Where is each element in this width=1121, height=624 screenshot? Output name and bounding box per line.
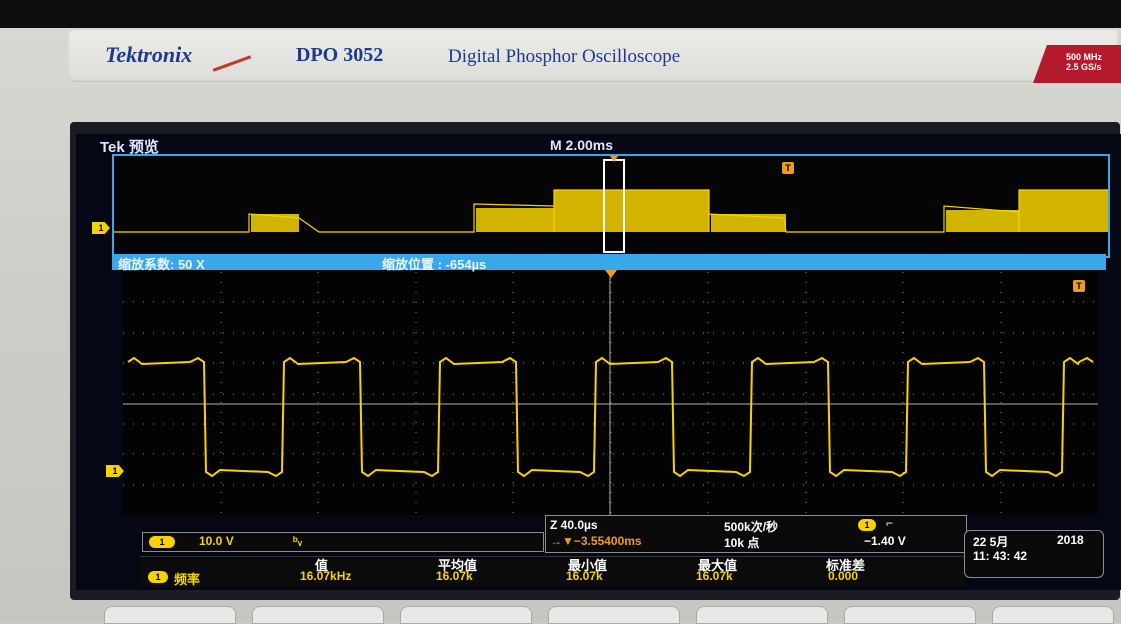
- brand-logo: Tektronix: [105, 42, 193, 67]
- spec-sample-rate: 2.5 GS/s: [1066, 62, 1102, 72]
- measure-max: 16.07k: [696, 569, 733, 583]
- measure-name: 频率: [174, 572, 201, 587]
- overview-trace-fill: [251, 190, 1108, 232]
- zoom-factor-label: 缩放系数: 50 X: [118, 257, 205, 272]
- measure-value: 16.07kHz: [300, 569, 352, 583]
- datetime-panel: 22 5月 2018 11: 43: 42: [964, 530, 1104, 578]
- main-channel-marker[interactable]: 1: [106, 465, 124, 477]
- model-subtitle: Digital Phosphor Oscilloscope: [448, 46, 681, 67]
- measure-header-mean: 平均值: [438, 558, 478, 573]
- trigger-source-badge: 1: [858, 519, 876, 531]
- measurement-panel: 1 频率 值 平均值 最小值 最大值 标准差 16.07kHz 16.07k 1…: [140, 556, 966, 587]
- zoom-position-label: 缩放位置 : -654µs: [382, 257, 487, 272]
- bezel-button-1[interactable]: [104, 606, 236, 624]
- bezel-buttons: [90, 606, 1120, 624]
- measure-header-max: 最大值: [698, 558, 738, 573]
- measure-header-stddev: 标准差: [826, 558, 866, 573]
- overview-waveform: [114, 156, 1108, 253]
- bezel-button-7[interactable]: [992, 606, 1114, 624]
- overview-channel-marker[interactable]: 1: [92, 222, 110, 234]
- spec-text: 500 MHz 2.5 GS/s: [1066, 52, 1102, 72]
- timebase-readout: M 2.00ms: [550, 137, 614, 153]
- overview-display: [112, 154, 1110, 258]
- measure-min: 16.07k: [566, 569, 603, 583]
- main-trigger-marker[interactable]: T: [1073, 280, 1085, 292]
- record-length: 10k 点: [724, 536, 760, 550]
- channel-scale-panel: 1 10.0 V ᵇᵥ: [142, 532, 544, 552]
- measure-header-value: 值: [315, 558, 329, 573]
- zoom-window-marker: [610, 156, 618, 162]
- bezel-button-5[interactable]: [696, 606, 828, 624]
- channel-volts: 10.0 V: [199, 534, 234, 548]
- scale-channel-badge: 1: [149, 536, 175, 548]
- bezel-button-2[interactable]: [252, 606, 384, 624]
- zoom-time: Z 40.0µs: [550, 518, 598, 532]
- spec-bandwidth: 500 MHz: [1066, 52, 1103, 62]
- overview-trigger-marker[interactable]: T: [782, 162, 794, 174]
- bezel-button-3[interactable]: [400, 606, 532, 624]
- trigger-level: −1.40 V: [864, 534, 906, 548]
- bezel-button-4[interactable]: [548, 606, 680, 624]
- measure-channel-badge: 1: [148, 571, 168, 583]
- measure-header-min: 最小值: [568, 558, 608, 573]
- brand-bar: [68, 30, 1118, 82]
- time-readout: 11: 43: 42: [973, 549, 1028, 563]
- trigger-position-marker: [605, 270, 617, 278]
- measure-stddev: 0.000: [828, 569, 859, 583]
- date-day-month: 22 5月: [973, 535, 1009, 549]
- measure-mean: 16.07k: [436, 569, 473, 583]
- sample-rate: 500k次/秒: [724, 520, 779, 534]
- top-strip: [0, 0, 1121, 28]
- acquisition-panel: Z 40.0µs →▼−3.55400ms 500k次/秒 10k 点 1 ⌐ …: [545, 515, 967, 553]
- date-year: 2018: [1057, 533, 1084, 547]
- rising-edge-icon: ⌐: [886, 516, 894, 530]
- trigger-position: →▼−3.55400ms: [550, 534, 642, 548]
- preview-label: Tek 预览: [100, 139, 159, 156]
- main-waveform-display: [123, 272, 1098, 515]
- square-wave-trace: [127, 356, 1094, 478]
- zoom-bar: 缩放系数: 50 X 缩放位置 : -654µs: [112, 254, 1106, 272]
- graticule: [123, 272, 1098, 515]
- model-name: DPO 3052: [296, 44, 384, 66]
- bandwidth-icon: ᵇᵥ: [293, 534, 303, 548]
- bezel-button-6[interactable]: [844, 606, 976, 624]
- main-waveform-svg: [123, 272, 1098, 515]
